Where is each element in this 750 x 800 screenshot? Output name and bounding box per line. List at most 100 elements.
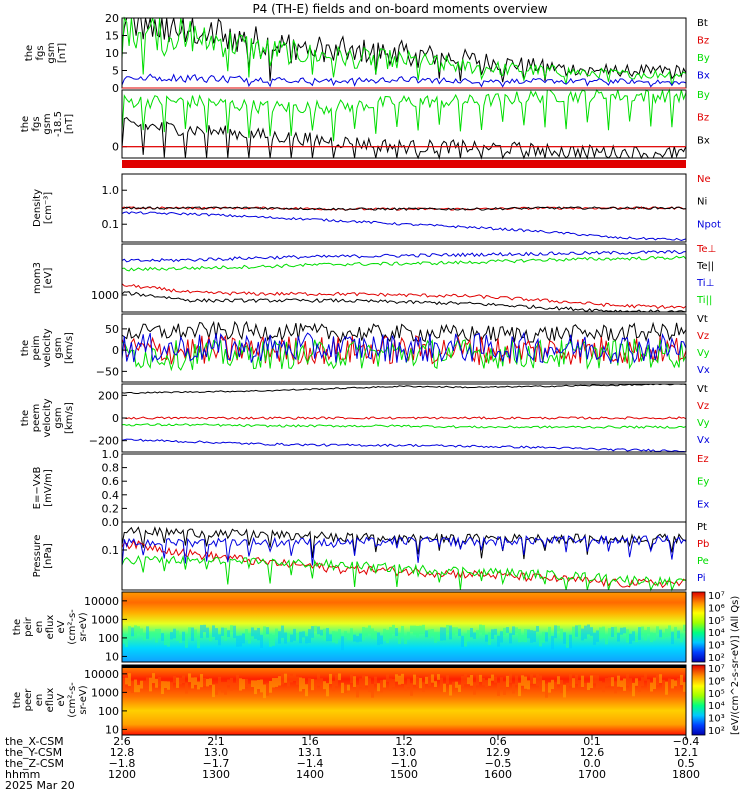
spectrogram-cell <box>428 629 431 638</box>
colorbar-tick: 10³ <box>708 714 725 725</box>
ytick-label: 0 <box>112 412 119 425</box>
spectrogram-cell <box>464 633 467 647</box>
ytick-label: 15 <box>105 30 119 43</box>
ephem-value: 0.0 <box>583 757 601 770</box>
spectrogram-cell <box>395 674 398 682</box>
ylabel-fgs-gsm-bb: fgs <box>31 116 42 131</box>
spectrogram-cell <box>422 682 425 692</box>
ephem-value: 13.1 <box>298 746 323 759</box>
spectrogram-cell <box>170 682 173 691</box>
spectrogram-cell <box>323 681 326 690</box>
spectrogram-cell <box>557 676 560 685</box>
spectrogram-cell <box>311 678 314 691</box>
ytick-label: 20 <box>105 12 119 25</box>
ytick-label: 10 <box>105 723 119 736</box>
legend-fgs-gsm: Bt <box>697 18 708 29</box>
spectrogram-cell <box>305 684 308 697</box>
spectrogram-cell <box>506 627 509 633</box>
spectrogram-cell <box>137 626 140 634</box>
ylabel-peem-velocity: the <box>20 410 31 426</box>
legend-fgs-gsm-bb: Bz <box>697 113 709 124</box>
spectrogram-cell <box>305 636 308 644</box>
spectrogram-cell <box>254 630 257 639</box>
ephem-label: hhmm <box>5 768 40 781</box>
spectrogram-cell <box>296 633 299 641</box>
spectrogram-cell <box>221 682 224 693</box>
spectrogram-cell <box>194 629 197 638</box>
legend-pressure: Pi <box>697 573 706 584</box>
spectrogram-cell <box>542 680 545 692</box>
spectrogram-cell <box>161 633 164 641</box>
spectrogram-cell <box>503 681 506 695</box>
spectrogram-cell <box>680 633 683 643</box>
spectrogram-cell <box>587 682 590 691</box>
spectrogram-cell <box>179 635 182 643</box>
spectrogram-cell <box>665 628 668 637</box>
spectrogram-cell <box>509 673 512 683</box>
ylabel-peer-spec: en <box>34 694 45 707</box>
spectrogram-cell <box>479 674 482 682</box>
spectrogram-cell <box>593 675 596 684</box>
spectrogram-cell <box>275 628 278 637</box>
ephem-value: −1.8 <box>109 757 136 770</box>
ephem-value: 0.6 <box>489 735 507 748</box>
legend-peim-velocity: Vt <box>697 314 708 325</box>
series-peim-velocity-3 <box>121 331 687 364</box>
spectrogram-cell <box>161 681 164 695</box>
spectrogram-cell <box>650 682 653 692</box>
legend-density: Ne <box>697 174 711 185</box>
spectrogram-cell <box>614 626 617 635</box>
colorbar-tick: 10⁴ <box>708 701 725 712</box>
spectrogram-cell <box>176 677 179 688</box>
spectrogram-cell <box>200 625 203 639</box>
spectrogram-cell <box>488 678 491 686</box>
spectrogram-cell <box>338 673 341 681</box>
spectrogram-cell <box>230 625 233 633</box>
spectrogram-cell <box>533 630 536 643</box>
spectrogram-cell <box>641 677 644 686</box>
spectrogram-cell <box>638 680 641 692</box>
spectrogram-cell <box>317 673 320 686</box>
colorbar-ion <box>691 591 706 663</box>
spectrogram-cell <box>425 676 428 684</box>
spectrogram-cell <box>386 629 389 644</box>
spectrogram-cell <box>344 684 347 693</box>
ephem-value: 1200 <box>108 768 136 781</box>
spectrogram-cell <box>257 627 260 641</box>
ephem-value: 12.8 <box>110 746 135 759</box>
spectrogram-cell <box>674 680 677 687</box>
spectrogram-cell <box>662 632 665 639</box>
series-temperature-2 <box>121 249 687 263</box>
colorbar-electron-gradient <box>691 664 706 736</box>
series-fgs-gsm-bb-0 <box>121 88 687 142</box>
spectrogram-cell <box>497 635 500 647</box>
spectrogram-cell <box>218 634 221 646</box>
spectrogram-cell <box>680 674 683 686</box>
ylabel-density: Density <box>32 189 43 227</box>
spectrogram-cell <box>326 627 329 642</box>
panel-efield: E=−VxB [mV/m] 0.00.20.40.60.81.0 Ez Ey Ex <box>32 448 709 529</box>
ylabel-peer-spec: eflux <box>45 688 56 713</box>
spectrogram-cell <box>200 674 203 688</box>
spectrogram-cell <box>668 678 671 690</box>
spectrogram-cell <box>182 675 185 684</box>
spectrogram-cell <box>392 624 395 634</box>
ytick-label: 1.0 <box>102 448 120 461</box>
spectrogram-cell <box>551 679 554 690</box>
ylabel-fgs-gsm-bb: the <box>20 116 31 132</box>
spectrogram-cell <box>347 684 350 691</box>
spectrogram-cell <box>467 630 470 642</box>
legend-efield: Ex <box>697 499 709 510</box>
spectrogram-cell <box>602 682 605 693</box>
spectrogram-cell <box>278 676 281 686</box>
ylabel-fgs-gsm-bb: gsm <box>42 113 53 134</box>
spectrogram-cell <box>494 628 497 635</box>
colorbar-label-ion: [eV/(cm^2-s-sr-eV)] (All Qs) <box>730 596 741 735</box>
spectrogram-cell <box>317 626 320 635</box>
ytick-label: 10 <box>105 650 119 663</box>
ylabel-efield: E=−VxB <box>32 467 43 510</box>
spectrogram-cell <box>224 627 227 641</box>
spectrogram-cell <box>530 630 533 643</box>
spectrogram-cell <box>272 678 275 688</box>
spectrogram-cell <box>392 678 395 688</box>
